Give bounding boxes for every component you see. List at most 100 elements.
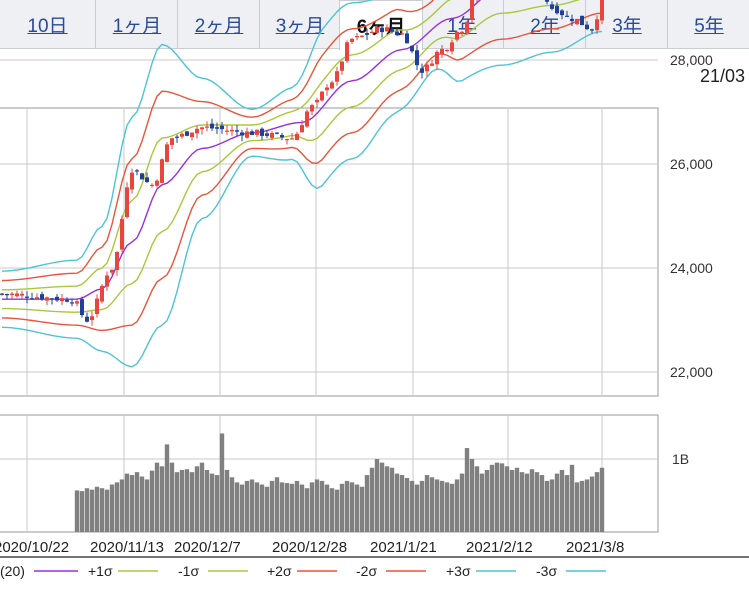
volume-bar [434, 479, 440, 532]
volume-bar [484, 469, 490, 532]
candle-body [105, 275, 109, 287]
candle-body [235, 130, 239, 132]
plus-1-sigma-line [2, 0, 451, 291]
tab-2m[interactable]: 2ヶ月 [177, 0, 260, 48]
volume-bar [594, 472, 600, 532]
candle-body [345, 42, 349, 61]
volume-bar [134, 472, 140, 532]
volume-bar [94, 486, 100, 532]
candle-body [130, 172, 134, 190]
volume-bar [559, 469, 565, 532]
candle-body [185, 131, 189, 136]
volume-bar [224, 469, 230, 532]
volume-bar [204, 469, 210, 532]
candle-body [565, 15, 569, 17]
candle-body [155, 180, 159, 186]
volume-bar [329, 488, 335, 532]
candle-body [15, 293, 19, 297]
candle-body [585, 24, 589, 30]
candle-body [350, 38, 354, 42]
candle-body [380, 27, 384, 33]
volume-bar [504, 466, 510, 532]
candle-body [165, 144, 169, 162]
volume-bar [249, 479, 255, 532]
volume-bar [544, 480, 550, 532]
candle-body [230, 129, 234, 132]
volume-bar [99, 488, 105, 532]
volume-bar [534, 472, 540, 532]
volume-bar [419, 480, 425, 532]
volume-bar [459, 473, 465, 532]
candle-body [110, 269, 114, 273]
candle-body [365, 33, 369, 35]
candle-body [80, 299, 84, 316]
volume-bar [539, 475, 545, 532]
volume-bar [409, 480, 415, 532]
candle-body [170, 138, 174, 145]
candle-body [330, 82, 334, 89]
tab-1m[interactable]: 1ヶ月 [95, 0, 178, 48]
volume-bar [184, 469, 190, 532]
candle-body [595, 19, 599, 31]
volume-bar [569, 464, 575, 532]
volume-bar [464, 448, 470, 532]
x-tick-label: 2020/12/7 [174, 539, 241, 556]
price-y-tick-label: 22,000 [670, 364, 713, 380]
volume-bar [414, 484, 420, 532]
candle-body [250, 131, 254, 135]
volume-bar [254, 482, 260, 532]
tab-10d[interactable]: 10日 [27, 15, 68, 37]
volume-bar [454, 479, 460, 532]
tab-5y[interactable]: 5年 [667, 0, 749, 48]
candle-body [205, 126, 209, 128]
volume-bar [524, 473, 530, 532]
volume-bar [549, 479, 555, 532]
candle-body [70, 302, 74, 304]
price-y-tick-label: 24,000 [670, 260, 713, 276]
volume-bar [119, 479, 125, 532]
candle-body [275, 132, 279, 134]
candle-body [385, 27, 389, 32]
candle-body [55, 296, 59, 301]
candle-body [60, 298, 64, 302]
volume-bar [394, 473, 400, 532]
tab-3y[interactable]: 3年 [585, 0, 668, 48]
volume-bar [589, 476, 595, 532]
candle-body [65, 299, 69, 302]
volume-bar [319, 480, 325, 532]
candle-body [370, 31, 374, 34]
x-tick-label: 2020/12/28 [272, 539, 347, 556]
volume-bar [164, 444, 170, 532]
tab-3m[interactable]: 3ヶ月 [259, 0, 340, 48]
candle-body [445, 49, 449, 52]
candle-body [35, 297, 39, 299]
price-panel-frame [0, 107, 659, 397]
minus-3-sigma-line [1, 30, 603, 368]
candle-body [335, 71, 339, 82]
volume-bar [564, 475, 570, 532]
candle-body [240, 132, 244, 136]
candle-body [225, 130, 229, 132]
volume-bar [124, 473, 130, 532]
candle-body [420, 68, 424, 73]
x-tick-label: 2021/2/12 [466, 539, 533, 556]
candle-body [30, 298, 34, 300]
date-label: 21/03 [700, 66, 746, 86]
volume-bar [304, 488, 310, 532]
volume-bar [444, 482, 450, 532]
candle-body [145, 177, 149, 183]
legend: (20) +1σ -1σ +2σ -2σ +3σ -3σ [0, 556, 749, 579]
volume-bar [529, 469, 535, 532]
volume-bar [264, 486, 270, 532]
price-y-tick-label: 26,000 [670, 156, 713, 172]
volume-bar [574, 482, 580, 532]
volume-bar [364, 475, 370, 532]
candle-body [85, 316, 89, 322]
candle-body [100, 285, 104, 302]
volume-bar [84, 488, 90, 532]
volume-bar [169, 462, 175, 532]
candle-body [550, 4, 554, 9]
volume-bar [109, 484, 115, 532]
price-y-tick-label: 28,000 [670, 52, 713, 68]
candle-body [75, 301, 79, 304]
